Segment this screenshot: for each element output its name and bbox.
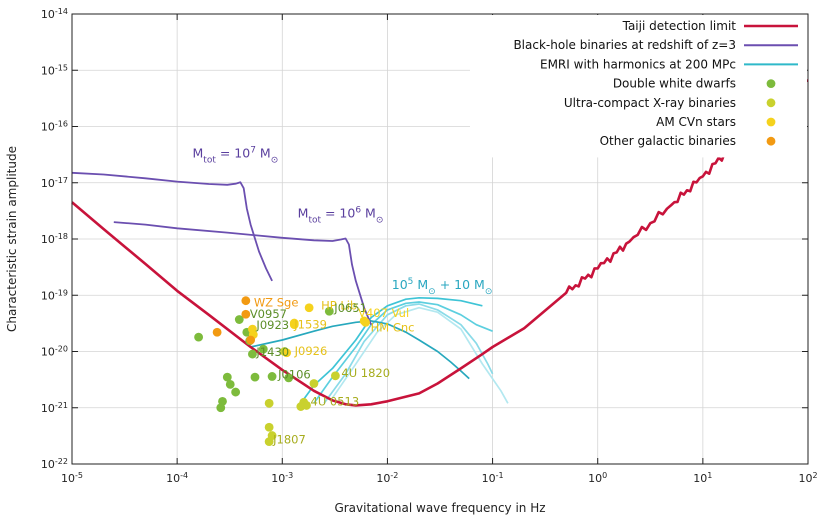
annotations-layer: 105 M⊙ + 10 M⊙ Mtot = 107 M⊙ Mtot = 106 M⊙ <box>193 146 493 297</box>
emri-curve <box>323 303 494 404</box>
legend-label: Black-hole binaries at redshift of z=3 <box>513 38 736 52</box>
legend-swatch-dot <box>766 136 776 146</box>
source-point <box>241 309 251 319</box>
curve-annotation: 105 M⊙ + 10 M⊙ <box>392 277 493 297</box>
source-label: J0651 <box>333 301 367 315</box>
source-label: 4U 1820 <box>341 366 390 380</box>
source-point <box>324 306 334 316</box>
source-point <box>248 349 257 359</box>
double-white-dwarf-point <box>231 387 241 397</box>
emri-curve <box>313 301 493 404</box>
source-point <box>304 303 314 313</box>
emri-curve <box>331 306 509 404</box>
points-layer <box>194 296 371 447</box>
source-label: HM Cnc <box>371 320 415 334</box>
double-white-dwarf-point <box>216 403 226 413</box>
y-tick-label: 10-21 <box>41 400 68 415</box>
x-tick-label: 102 <box>798 471 817 486</box>
x-tick-label: 101 <box>693 471 712 486</box>
legend-swatch-dot <box>766 117 776 127</box>
double-white-dwarf-point <box>225 380 235 389</box>
source-point <box>248 324 257 334</box>
legend-label: Other galactic binaries <box>600 134 736 148</box>
legend-label: EMRI with harmonics at 200 MPc <box>540 57 736 71</box>
y-tick-label: 10-17 <box>41 175 68 190</box>
double-white-dwarf-point <box>194 332 204 342</box>
other-binary-point <box>212 327 222 337</box>
ucxb-point <box>264 422 274 432</box>
y-tick-label: 10-22 <box>41 457 68 472</box>
source-label: J1430 <box>255 345 289 359</box>
legend-label: Ultra-compact X-ray binaries <box>564 96 736 110</box>
y-tick-label: 10-14 <box>41 7 68 22</box>
legend-swatch-dot <box>766 79 776 88</box>
x-tick-label: 10-2 <box>376 471 398 486</box>
y-tick-label: 10-20 <box>41 344 68 359</box>
x-tick-label: 10-4 <box>166 471 188 486</box>
y-tick-label: 10-18 <box>41 232 68 247</box>
double-white-dwarf-point <box>250 372 260 382</box>
y-tick-labels: 10-14 10-15 10-16 10-17 10-18 10-19 10-20 10-21… <box>41 7 808 472</box>
legend-label: AM CVn stars <box>656 115 736 129</box>
source-point <box>330 371 340 381</box>
bbh-curve <box>113 221 372 326</box>
source-label: 4U 0513 <box>311 394 360 408</box>
emri-curve <box>250 320 470 380</box>
legend-box <box>470 15 807 158</box>
double-white-dwarf-point <box>258 344 268 354</box>
source-point <box>282 348 292 358</box>
legend-label: Double white dwarfs <box>613 77 736 91</box>
source-label: J0923 <box>255 318 289 332</box>
source-label: J0926 <box>294 344 328 358</box>
x-tick-label: 100 <box>588 471 607 486</box>
x-tick-label: 10-1 <box>482 471 504 486</box>
y-axis-label: Characteristic strain amplitude <box>5 146 19 332</box>
x-tick-labels: 10-5 10-4 10-3 10-2 10-1 100 101 102 <box>61 14 818 485</box>
ucxb-point <box>309 379 319 388</box>
source-label: J1807 <box>272 433 306 447</box>
source-point <box>289 320 299 330</box>
curve-annotation: Mtot = 106 M⊙ <box>298 206 384 226</box>
source-label: V407 Vul <box>358 306 409 320</box>
double-white-dwarf-point <box>222 372 232 382</box>
double-white-dwarf-point <box>234 315 244 324</box>
legend: Taiji detection limit Black-hole binaries… <box>513 19 798 148</box>
legend-label: Taiji detection limit <box>622 19 737 33</box>
curve-annotation: Mtot = 107 M⊙ <box>193 146 279 166</box>
source-label: J0106 <box>277 367 311 381</box>
y-tick-label: 10-15 <box>41 63 68 78</box>
x-tick-label: 10-3 <box>271 471 293 486</box>
x-tick-label: 10-5 <box>61 471 83 486</box>
source-label: J1539 <box>293 318 327 332</box>
source-label: WZ Sge <box>254 296 299 310</box>
source-point <box>264 437 274 447</box>
source-label: V0957 <box>250 307 287 321</box>
other-binary-point <box>246 335 256 345</box>
emri-curve <box>300 296 483 404</box>
source-point <box>361 317 371 327</box>
y-tick-label: 10-16 <box>41 119 68 134</box>
y-tick-label: 10-19 <box>41 288 68 303</box>
source-point <box>241 296 251 306</box>
source-label: HP Lib <box>321 299 357 313</box>
legend-swatch-dot <box>766 98 776 108</box>
double-white-dwarf-point <box>284 373 294 383</box>
ucxb-point <box>264 398 274 408</box>
source-point <box>267 372 277 381</box>
source-point <box>302 401 311 410</box>
bbh-curve <box>71 171 273 282</box>
x-axis-label: Gravitational wave frequency in Hz <box>334 501 545 515</box>
